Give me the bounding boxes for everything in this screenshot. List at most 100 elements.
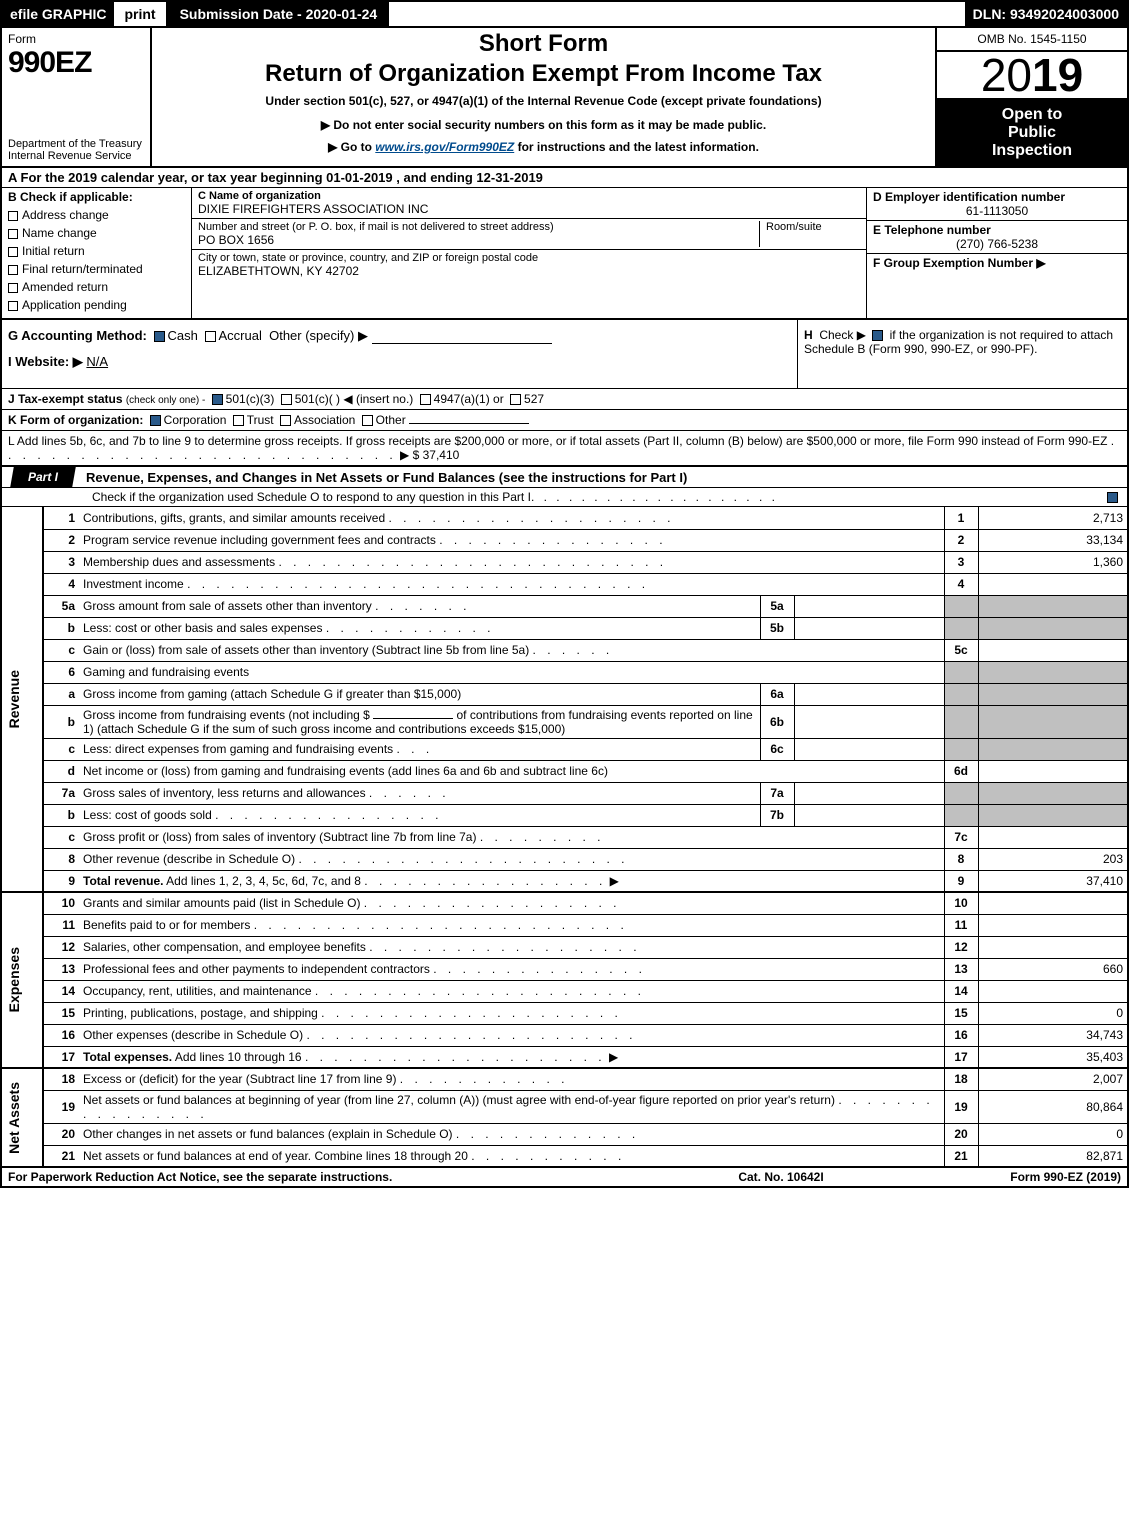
line-18: Net Assets 18 Excess or (deficit) for th… <box>1 1068 1128 1090</box>
checkbox-527[interactable] <box>510 394 521 405</box>
checkbox-501c3[interactable] <box>212 394 223 405</box>
c-room-label: Room/suite <box>766 221 860 233</box>
footer-left: For Paperwork Reduction Act Notice, see … <box>8 1170 641 1184</box>
line-21: 21 Net assets or fund balances at end of… <box>1 1145 1128 1167</box>
opt-amended-return: Amended return <box>22 280 108 294</box>
footer-mid: Cat. No. 10642I <box>641 1170 921 1184</box>
line-5c: c Gain or (loss) from sale of assets oth… <box>1 639 1128 661</box>
under-section: Under section 501(c), 527, or 4947(a)(1)… <box>162 94 925 108</box>
checkbox-trust[interactable] <box>233 415 244 426</box>
h-label: H <box>804 328 813 342</box>
checkbox-corporation[interactable] <box>150 415 161 426</box>
dept-treasury: Department of the Treasury <box>8 138 144 150</box>
j-501c3: 501(c)(3) <box>226 392 275 406</box>
checkbox-association[interactable] <box>280 415 291 426</box>
submission-date: Submission Date - 2020-01-24 <box>168 2 390 26</box>
g-other: Other (specify) ▶ <box>269 328 368 343</box>
efile-button[interactable]: efile GRAPHIC <box>2 2 114 26</box>
section-def: D Employer identification number 61-1113… <box>867 188 1127 318</box>
irs-label: Internal Revenue Service <box>8 150 144 162</box>
checkbox-cash[interactable] <box>154 331 165 342</box>
form-number: 990EZ <box>8 46 144 80</box>
section-g: G Accounting Method: Cash Accrual Other … <box>8 328 791 344</box>
line-7b: b Less: cost of goods sold . . . . . . .… <box>1 804 1128 826</box>
form-label: Form <box>8 32 144 46</box>
checkbox-application-pending[interactable] <box>8 301 18 311</box>
efile-label: efile GRAPHIC <box>10 6 106 22</box>
k-other-input[interactable] <box>409 423 529 424</box>
opt-application-pending: Application pending <box>22 298 127 312</box>
netassets-side-label: Net Assets <box>6 1082 22 1154</box>
line-1: Revenue 1 Contributions, gifts, grants, … <box>1 507 1128 529</box>
line-3: 3 Membership dues and assessments . . . … <box>1 551 1128 573</box>
line-5b: b Less: cost or other basis and sales ex… <box>1 617 1128 639</box>
line-6c: c Less: direct expenses from gaming and … <box>1 738 1128 760</box>
ein-value: 61-1113050 <box>873 204 1121 218</box>
print-label: print <box>124 6 155 22</box>
form-header: Form 990EZ Department of the Treasury In… <box>0 28 1129 168</box>
section-h: H Check ▶ if the organization is not req… <box>797 320 1127 388</box>
line-14: 14 Occupancy, rent, utilities, and maint… <box>1 980 1128 1002</box>
checkbox-accrual[interactable] <box>205 331 216 342</box>
k-label: K Form of organization: <box>8 413 143 427</box>
checkbox-4947[interactable] <box>420 394 431 405</box>
checkbox-schedule-o[interactable] <box>1107 492 1118 503</box>
short-form-title: Short Form <box>162 30 925 58</box>
opt-address-change: Address change <box>22 208 109 222</box>
part-i-title: Revenue, Expenses, and Changes in Net As… <box>74 470 687 485</box>
j-527: 527 <box>524 392 544 406</box>
checkbox-final-return[interactable] <box>8 265 18 275</box>
c-name-label: C Name of organization <box>198 190 860 202</box>
lines-table: Revenue 1 Contributions, gifts, grants, … <box>0 507 1129 1168</box>
j-insert: ◀ (insert no.) <box>343 392 413 406</box>
checkbox-address-change[interactable] <box>8 211 18 221</box>
line-2: 2 Program service revenue including gove… <box>1 529 1128 551</box>
line-7a: 7a Gross sales of inventory, less return… <box>1 782 1128 804</box>
line-9: 9 Total revenue. Add lines 1, 2, 3, 4, 5… <box>1 870 1128 892</box>
j-label: J Tax-exempt status <box>8 392 123 406</box>
checkbox-other-org[interactable] <box>362 415 373 426</box>
goto-pre: ▶ Go to <box>328 140 375 154</box>
checkbox-initial-return[interactable] <box>8 247 18 257</box>
i-label: I Website: ▶ <box>8 354 83 369</box>
goto-link[interactable]: www.irs.gov/Form990EZ <box>375 140 514 154</box>
section-l: L Add lines 5b, 6c, and 7b to line 9 to … <box>0 431 1129 467</box>
section-c: C Name of organization DIXIE FIREFIGHTER… <box>192 188 867 318</box>
k-other: Other <box>376 413 406 427</box>
line-a-tax-year: A For the 2019 calendar year, or tax yea… <box>0 168 1129 188</box>
info-block: B Check if applicable: Address change Na… <box>0 188 1129 320</box>
k-corp: Corporation <box>164 413 227 427</box>
ssn-notice: ▶ Do not enter social security numbers o… <box>162 118 925 132</box>
checkbox-h[interactable] <box>872 330 883 341</box>
goto-post: for instructions and the latest informat… <box>514 140 759 154</box>
line-8: 8 Other revenue (describe in Schedule O)… <box>1 848 1128 870</box>
expenses-side-label: Expenses <box>6 947 22 1012</box>
e-label: E Telephone number <box>873 223 1121 237</box>
l-text: L Add lines 5b, 6c, and 7b to line 9 to … <box>8 434 1107 448</box>
section-j: J Tax-exempt status (check only one) - 5… <box>0 389 1129 410</box>
line-12: 12 Salaries, other compensation, and emp… <box>1 936 1128 958</box>
print-button[interactable]: print <box>114 2 167 26</box>
g-other-input[interactable] <box>372 330 552 344</box>
k-assoc: Association <box>294 413 355 427</box>
g-label: G Accounting Method: <box>8 328 147 343</box>
part-i-header: Part I Revenue, Expenses, and Changes in… <box>0 467 1129 488</box>
checkbox-name-change[interactable] <box>8 229 18 239</box>
k-trust: Trust <box>247 413 274 427</box>
checkbox-501c[interactable] <box>281 394 292 405</box>
checkbox-amended-return[interactable] <box>8 283 18 293</box>
topbar: efile GRAPHIC print Submission Date - 20… <box>0 0 1129 28</box>
part-i-check-text: Check if the organization used Schedule … <box>92 490 531 504</box>
line-19: 19 Net assets or fund balances at beginn… <box>1 1090 1128 1123</box>
line-6d: d Net income or (loss) from gaming and f… <box>1 760 1128 782</box>
part-i-tab: Part I <box>10 467 76 487</box>
line-6a: a Gross income from gaming (attach Sched… <box>1 683 1128 705</box>
revenue-side-label: Revenue <box>6 670 22 728</box>
j-501c: 501(c)( ) <box>295 392 340 406</box>
ghi-block: G Accounting Method: Cash Accrual Other … <box>0 320 1129 389</box>
part-i-check-row: Check if the organization used Schedule … <box>0 488 1129 507</box>
org-city: ELIZABETHTOWN, KY 42702 <box>198 264 860 278</box>
return-title: Return of Organization Exempt From Incom… <box>162 60 925 88</box>
line-6b: b Gross income from fundraising events (… <box>1 705 1128 738</box>
c-city-label: City or town, state or province, country… <box>198 252 860 264</box>
